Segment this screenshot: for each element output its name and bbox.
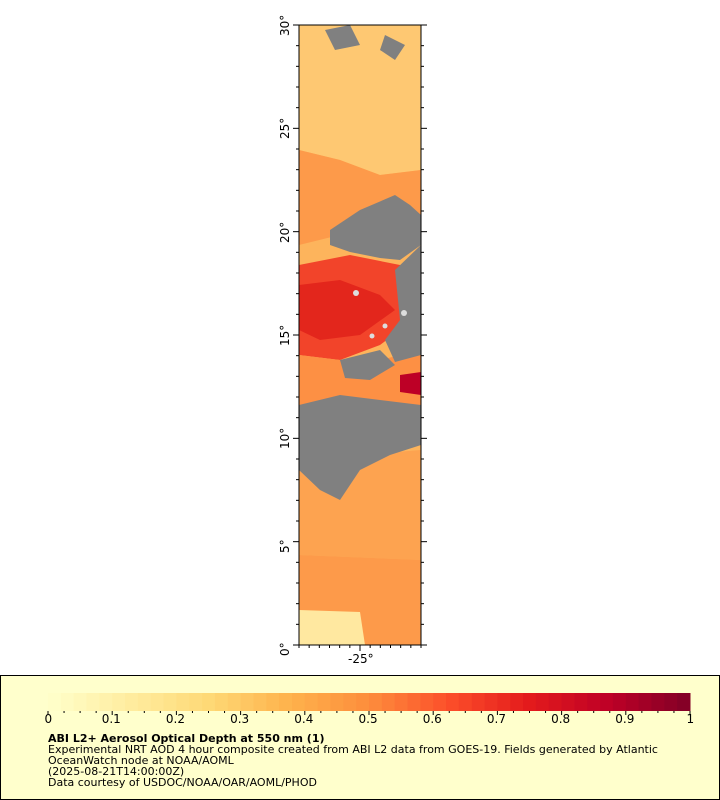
colorbar-tick-label: 0.5 [358, 712, 378, 726]
colorbar-cell [394, 693, 409, 711]
colorbar-cell [253, 693, 267, 711]
colorbar-cell [625, 693, 640, 711]
colorbar-cell [548, 693, 563, 711]
colorbar-cell [471, 693, 486, 711]
y-tick-label: 25° [278, 118, 292, 140]
y-tick-label: 30° [278, 14, 292, 36]
nodata-region-3 [299, 395, 421, 500]
colorbar-cell [561, 693, 575, 711]
y-tick-label: 20° [278, 221, 292, 243]
colorbar-cell [369, 693, 383, 711]
island-2 [401, 310, 407, 316]
colorbar-cell [497, 693, 511, 711]
caption-title: ABI L2+ Aerosol Optical Depth at 550 nm … [48, 732, 325, 745]
caption-line-3: (2025-08-21T14:00:00Z) [48, 765, 185, 778]
y-axis-ticks [293, 24, 427, 646]
colorbar-cell [99, 693, 113, 711]
nodata-region-2 [385, 245, 421, 362]
colorbar-cell [484, 693, 498, 711]
caption-line-1: Experimental NRT AOD 4 hour composite cr… [48, 743, 658, 756]
colorbar-cell [176, 693, 190, 711]
map-panel: 0° 5° 10° 15° 20° 25° 30° -25° [278, 14, 427, 666]
colorbar-tick-label: 0.3 [230, 712, 250, 726]
colorbar-tick-label: 0.9 [615, 712, 635, 726]
colorbar-tick-label: 1 [686, 712, 695, 726]
colorbar-tick-label: 0.2 [165, 712, 185, 726]
caption-line-4: Data courtesy of USDOC/NOAA/OAR/AOML/PHO… [48, 776, 317, 789]
aod-north-region [299, 25, 421, 175]
colorbar-cell [638, 693, 652, 711]
colorbar-cell [214, 693, 229, 711]
caption-line-2: OceanWatch node at NOAA/AOML [48, 754, 234, 767]
aod-map [293, 24, 427, 651]
colorbar-cell [60, 693, 75, 711]
y-tick-label: 10° [278, 428, 292, 450]
colorbar-tick-label: 0.1 [101, 712, 121, 726]
colorbar-cell [677, 693, 691, 711]
colorbar-cell [356, 693, 370, 711]
colorbar-ticks [47, 711, 691, 715]
colorbar-cell [458, 693, 473, 711]
y-tick-label: 0° [278, 642, 292, 656]
colorbar-cell [202, 693, 216, 711]
colorbar-cell [125, 693, 139, 711]
y-tick-label: 15° [278, 324, 292, 346]
aod-field [299, 25, 421, 645]
nodata-patch-2 [380, 35, 405, 60]
colorbar-cell [600, 693, 614, 711]
colorbar-cell [651, 693, 665, 711]
x-axis-ticks [298, 645, 422, 651]
colorbar-cell [343, 693, 357, 711]
colorbar-cell [227, 693, 242, 711]
aod-plume-core [299, 280, 395, 340]
colorbar-cell [433, 693, 447, 711]
colorbar-cell [523, 693, 537, 711]
colorbar-tick-label: 0.6 [422, 712, 442, 726]
colorbar-cells [48, 693, 691, 711]
island-3 [382, 323, 388, 329]
colorbar-cell [330, 693, 344, 711]
nodata-region-4 [340, 350, 395, 380]
nodata-region-1 [330, 195, 421, 260]
colorbar-cell [163, 693, 177, 711]
island-4 [369, 333, 375, 339]
colorbar-cell [86, 693, 100, 711]
colorbar-cell [73, 693, 88, 711]
colorbar-cell [240, 693, 254, 711]
colorbar-tick-label: 0.7 [486, 712, 506, 726]
colorbar-tick-label: 0 [44, 712, 53, 726]
colorbar-cell [535, 693, 550, 711]
colorbar-cell [48, 693, 62, 711]
colorbar-cell [407, 693, 421, 711]
colorbar-cell [446, 693, 460, 711]
colorbar-cell [587, 693, 601, 711]
colorbar-cell [510, 693, 524, 711]
colorbar-tick-label: 0.8 [551, 712, 571, 726]
aod-hotspot [400, 372, 421, 395]
x-tick-label-lon: -25° [348, 652, 374, 666]
colorbar-cell [112, 693, 126, 711]
colorbar-cell [304, 693, 319, 711]
colorbar-cell [317, 693, 331, 711]
colorbar-cell [266, 693, 280, 711]
y-tick-label: 5° [278, 539, 292, 553]
colorbar-cell [420, 693, 434, 711]
colorbar-tick-label: 0.4 [294, 712, 314, 726]
island-1 [353, 290, 359, 296]
colorbar-cell [574, 693, 588, 711]
colorbar-cell [664, 693, 678, 711]
aod-south-light [299, 610, 365, 645]
colorbar-cell [612, 693, 627, 711]
colorbar [47, 693, 691, 715]
colorbar-cell [381, 693, 396, 711]
colorbar-cell [291, 693, 306, 711]
colorbar-cell [150, 693, 165, 711]
colorbar-cell [137, 693, 152, 711]
colorbar-cell [189, 693, 203, 711]
colorbar-cell [279, 693, 293, 711]
legend-panel: 0 0.1 0.2 0.3 0.4 0.5 0.6 0.7 0.8 0.9 1 ABI L2+ Ae… [0, 675, 720, 800]
caption: ABI L2+ Aerosol Optical Depth at 550 nm … [48, 733, 708, 788]
nodata-patch-1 [325, 25, 360, 50]
